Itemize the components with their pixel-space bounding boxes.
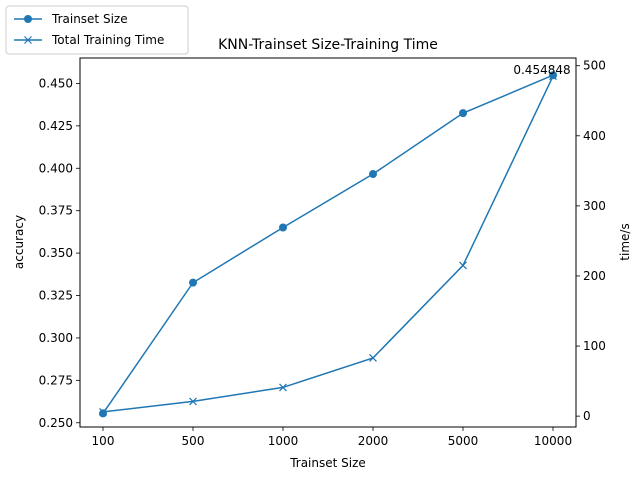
legend-label-trainset-size: Trainset Size [51,12,128,26]
y-right-tick-label: 0 [583,409,591,423]
chart-title: KNN-Trainset Size-Training Time [218,37,438,53]
data-point-circle [459,109,467,118]
data-point-x [549,72,557,81]
series-layer [99,71,557,418]
x-tick-label: 500 [182,434,205,448]
series-line-1 [102,75,554,413]
y-left-tick-label: 0.350 [39,246,73,260]
y-right-tick-label: 500 [583,59,606,73]
legend-label-total-training-time: Total Training Time [51,33,164,47]
data-point-x-stroke [279,383,287,392]
data-point-x-stroke [189,397,197,406]
data-point-circle [279,223,287,232]
data-annotation: 0.454848 [513,63,570,77]
y-left-tick-label: 0.425 [39,119,73,133]
y-left-tick-label: 0.400 [39,161,73,175]
data-point-x-stroke [369,354,377,362]
y-axis-right: 0 100 200 300 400 500 [576,59,606,423]
y-axis-right-label: time/s [618,223,632,260]
data-point-x-stroke [459,261,467,270]
y-left-tick-label: 0.375 [39,204,73,218]
y-right-tick-label: 100 [583,339,606,353]
x-tick-label: 2000 [358,434,389,448]
data-point-x-stroke [99,408,107,416]
legend-marker-circle [24,15,32,23]
y-left-tick-label: 0.325 [39,289,73,303]
x-tick-label: 100 [92,434,115,448]
data-point-x [279,383,287,392]
data-point-circle [549,71,557,80]
x-axis-label: Trainset Size [289,456,366,470]
data-point-circle [369,170,377,179]
data-point-x [189,397,197,406]
data-point-x [459,261,467,270]
y-right-tick-label: 200 [583,269,606,283]
y-right-tick-label: 300 [583,199,606,213]
data-point-x [369,354,377,362]
plot-frame [79,57,577,428]
x-axis: 100 500 1000 2000 5000 10000 [92,427,572,448]
data-point-x-stroke [549,72,557,81]
legend-marker-x [24,36,32,44]
legend: Trainset Size Total Training Time [5,5,189,55]
x-tick-label: 5000 [448,434,479,448]
data-point-circle [99,409,107,418]
x-tick-label: 1000 [268,434,299,448]
y-left-tick-label: 0.250 [39,416,73,430]
legend-frame [5,5,189,55]
x-tick-label: 10000 [534,434,572,448]
y-left-tick-label: 0.300 [39,331,73,345]
y-left-tick-label: 0.275 [39,373,73,387]
y-right-tick-label: 400 [583,129,606,143]
series-line-0 [102,74,554,414]
data-point-x [99,408,107,416]
y-axis-left-label: accuracy [12,215,26,269]
data-point-circle [189,278,197,287]
y-left-tick-label: 0.450 [39,76,73,90]
y-axis-left: 0.250 0.275 0.300 0.325 0.350 0.375 0.400 0.425… [39,76,80,430]
